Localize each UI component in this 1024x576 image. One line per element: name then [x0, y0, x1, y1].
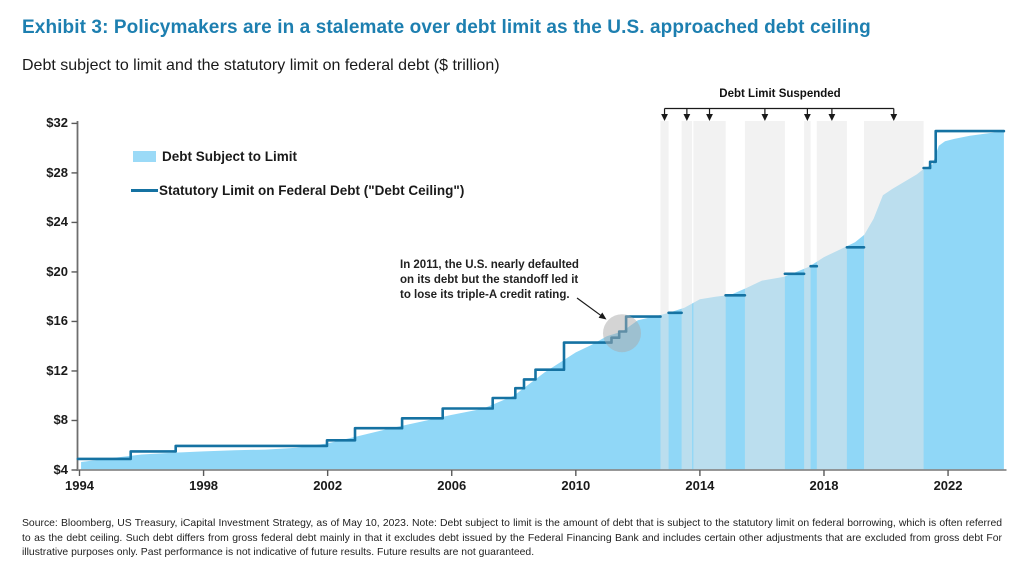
- suspension-band: [864, 121, 924, 470]
- down-arrow-icon: [803, 114, 811, 121]
- area-swatch: [133, 151, 156, 162]
- suspension-band: [660, 121, 669, 470]
- source-note: Source: Bloomberg, US Treasury, iCapital…: [22, 518, 1002, 558]
- annotation-arrowhead-icon: [598, 312, 607, 320]
- chart-subtitle: Debt subject to limit and the statutory …: [22, 57, 500, 74]
- suspension-band: [693, 121, 726, 470]
- ceiling-line: [922, 129, 1006, 170]
- legend-label: Statutory Limit on Federal Debt ("Debt C…: [159, 183, 465, 198]
- down-arrow-icon: [761, 114, 769, 121]
- exhibit-title: Exhibit 3: Policymakers are in a stalema…: [22, 17, 871, 38]
- annotation-line: to lose its triple-A credit rating.: [400, 289, 570, 301]
- debt-chart: [71, 107, 1007, 476]
- legend-item-debt-subject-to-limit: Debt Subject to Limit: [133, 149, 297, 164]
- legend-item-statutory-limit: Statutory Limit on Federal Debt ("Debt C…: [131, 183, 464, 198]
- annotation-line: on its debt but the standoff led it: [400, 274, 579, 286]
- suspension-band: [744, 121, 785, 470]
- down-arrow-icon: [706, 114, 713, 121]
- legend-label: Debt Subject to Limit: [162, 149, 297, 164]
- down-arrow-icon: [828, 114, 836, 121]
- suspended-label: Debt Limit Suspended: [719, 88, 841, 100]
- suspension-band: [681, 121, 693, 470]
- down-arrow-icon: [683, 114, 691, 121]
- down-arrow-icon: [661, 114, 668, 121]
- suspension-band: [804, 121, 811, 470]
- annotation-line: In 2011, the U.S. nearly defaulted: [400, 259, 579, 271]
- highlight-circle-2011: [603, 314, 641, 353]
- line-swatch: [131, 188, 158, 192]
- annotation-2011: In 2011, the U.S. nearly defaulted on it…: [400, 258, 579, 303]
- annotation-arrow: [576, 297, 601, 316]
- down-arrow-icon: [890, 114, 898, 121]
- suspension-band: [816, 121, 847, 470]
